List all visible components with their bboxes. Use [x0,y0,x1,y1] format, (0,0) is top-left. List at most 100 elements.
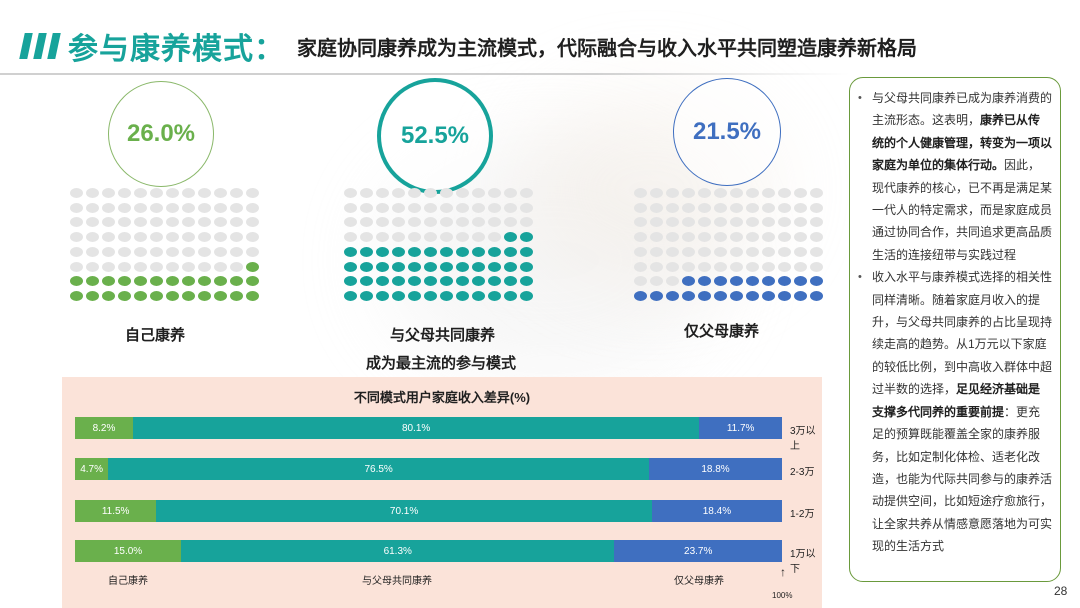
bar-segment-with-parents: 70.1% [156,500,652,522]
dot [150,202,163,213]
dot [134,246,147,257]
dot [456,290,469,301]
dot [504,232,517,243]
dot [230,188,243,198]
dot [778,188,791,198]
dot [86,202,99,213]
dot [360,202,373,213]
bar-segment-with-parents: 80.1% [132,417,700,439]
dot [472,261,485,272]
dot [666,276,679,287]
dot [634,261,647,272]
dot [730,232,743,243]
with-parents-dot-grid [344,188,534,308]
category-label: 2-3万 [790,467,815,478]
dot [762,290,775,301]
dot [408,217,421,228]
parents-only-dot-grid [634,188,824,308]
dot [360,290,373,301]
dot [762,217,775,228]
dot [730,290,743,301]
dot [778,246,791,257]
dot [376,246,389,257]
dot [182,202,195,213]
dot [778,217,791,228]
dot [666,217,679,228]
dot [102,232,115,243]
dot [246,188,259,198]
dot [488,246,501,257]
dot [520,246,533,257]
highlight-text: 足见经济基础是支撑多代同养的重要前提 [872,382,1041,419]
dot [634,188,647,198]
dot [488,261,501,272]
dot [520,202,533,213]
dot [166,217,179,228]
category-label: 1万以下 [790,549,816,575]
dot [794,246,807,257]
dot [230,290,243,301]
dot [472,246,485,257]
dot [650,202,663,213]
dot [504,217,517,228]
dot [182,290,195,301]
dot [230,217,243,228]
dot [86,276,99,287]
page-subtitle: 家庭协同康养成为主流模式，代际融合与收入水平共同塑造康养新格局 [297,37,917,60]
dot [634,202,647,213]
dot [810,246,823,257]
dot [456,276,469,287]
dot [86,232,99,243]
dot [344,202,357,213]
dot [520,276,533,287]
dot [634,276,647,287]
dot [794,276,807,287]
dot [408,261,421,272]
dot [344,276,357,287]
income-chart-panel: 不同模式用户家庭收入差异(%) 8.2% 80.1% 11.7% 3万以上 4.7%… [62,377,822,608]
dot [746,290,759,301]
with-parents-caption: 成为最主流的参与模式 [366,355,517,372]
with-parents-label: 与父母共同康养 [390,327,496,344]
dot [634,217,647,228]
dot [472,217,485,228]
dot [102,202,115,213]
dot [440,202,453,213]
bar-segment-parents-only: 23.7% [614,540,782,562]
insight-textbox: 与父母共同康养已成为康养消费的主流形态。这表明，康养已从传统的个人健康管理，转变… [849,77,1061,582]
dot [682,217,695,228]
dot [472,188,485,198]
dot [650,261,663,272]
dot [86,217,99,228]
dot [504,246,517,257]
dot [150,232,163,243]
highlight-text: 康养已从传统的个人健康管理，转变为一项以家庭为单位的集体行动。 [872,113,1053,173]
dot [456,217,469,228]
dot [246,232,259,243]
dot [794,261,807,272]
dot [230,261,243,272]
insight-paragraph-2: 收入水平与康养模式选择的相关性同样清晰。随着家庭月收入的提升，与父母共同康养的占… [858,266,1052,557]
dot [134,276,147,287]
dot [408,290,421,301]
dot [376,217,389,228]
dot [746,232,759,243]
dot [730,217,743,228]
dot [118,290,131,301]
dot [424,290,437,301]
dot [214,232,227,243]
dot [118,217,131,228]
dot [666,246,679,257]
dot [230,246,243,257]
dot [488,276,501,287]
dot [698,188,711,198]
dot [70,202,83,213]
header-divider [0,73,850,75]
bar-segment-with-parents: 61.3% [181,540,615,562]
page-number: 28 [1054,584,1068,598]
dot [456,188,469,198]
dot [424,276,437,287]
dot [150,276,163,287]
body-text: 与父母共同康养已成为康养消费的主流形态。这表明， [872,91,1053,128]
dot [118,232,131,243]
